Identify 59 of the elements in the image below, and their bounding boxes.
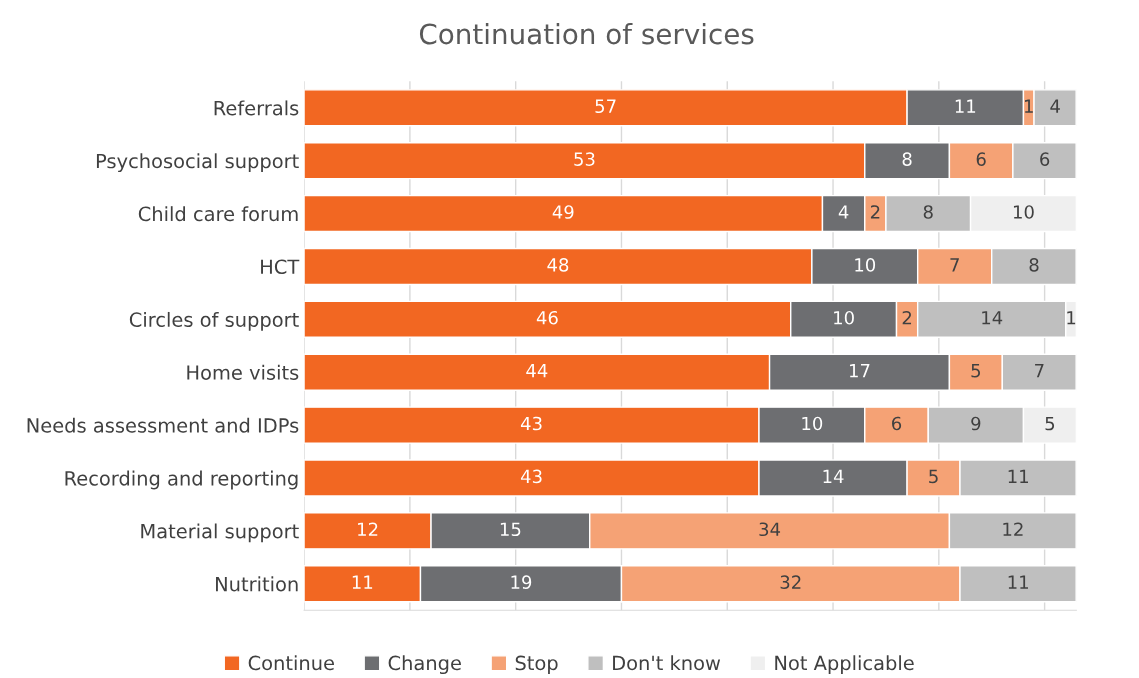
data-label: 49: [552, 205, 574, 219]
data-label: 5: [1045, 416, 1055, 431]
data-label: 32: [780, 575, 801, 589]
data-label: 11: [955, 99, 976, 113]
data-label: 8: [1029, 258, 1039, 272]
data-label: 10: [834, 310, 854, 325]
data-label: 10: [855, 258, 876, 272]
y-tick-label: Nutrition: [216, 576, 298, 592]
data-label: 14: [982, 311, 1003, 325]
data-label: 43: [520, 469, 542, 484]
data-label: 1: [1024, 99, 1033, 113]
legend-label: Don't know: [613, 655, 721, 671]
data-label: 4: [1050, 99, 1060, 113]
legend-label: Stop: [515, 655, 558, 675]
data-label: 10: [1013, 205, 1034, 219]
y-tick-label: Psychosocial support: [96, 153, 299, 173]
data-label: 6: [976, 152, 986, 166]
data-label: 57: [595, 99, 616, 114]
data-label: 15: [500, 522, 521, 537]
data-label: 11: [1008, 575, 1028, 589]
data-label: 12: [1003, 522, 1023, 536]
data-label: 11: [352, 575, 373, 589]
data-label: 17: [849, 364, 870, 378]
data-label: 11: [1008, 469, 1028, 483]
y-tick-label: Recording and reporting: [65, 470, 298, 490]
data-label: 6: [1040, 152, 1050, 166]
data-label: 34: [759, 522, 781, 537]
y-tick-label: Material support: [141, 523, 299, 543]
data-label: 4: [838, 205, 849, 219]
data-label: 10: [802, 416, 823, 431]
data-label: 5: [971, 364, 981, 378]
data-label: 2: [902, 310, 912, 325]
data-label: 6: [892, 416, 902, 431]
data-label: 8: [902, 152, 912, 166]
legend-label: Not Applicable: [775, 655, 914, 675]
data-label: 53: [574, 152, 595, 166]
data-label: 44: [526, 364, 548, 378]
legend-label: Change: [388, 655, 461, 675]
y-tick-label: Needs assessment and IDPs: [27, 417, 299, 433]
data-label: 48: [547, 258, 569, 272]
data-label: 5: [929, 469, 938, 484]
data-label: 14: [823, 469, 844, 483]
data-label: 12: [358, 522, 378, 536]
data-label: 9: [971, 416, 981, 431]
y-tick-label: Circles of support: [129, 311, 299, 331]
data-label: 19: [511, 575, 532, 589]
y-tick-label: Referrals: [214, 100, 299, 116]
y-tick-label: HCT: [261, 259, 300, 275]
y-tick-label: Home visits: [187, 364, 299, 380]
chart-title: Continuation of services: [419, 22, 754, 45]
data-label: 8: [923, 205, 933, 219]
data-label: 46: [536, 310, 558, 325]
y-tick-label: Child care forum: [138, 206, 298, 222]
data-label: 7: [950, 258, 959, 272]
data-label: 43: [520, 416, 542, 431]
data-label: 2: [870, 205, 880, 219]
data-label: 1: [1067, 311, 1076, 325]
data-label: 7: [1035, 364, 1044, 378]
legend-label: Continue: [248, 655, 334, 671]
